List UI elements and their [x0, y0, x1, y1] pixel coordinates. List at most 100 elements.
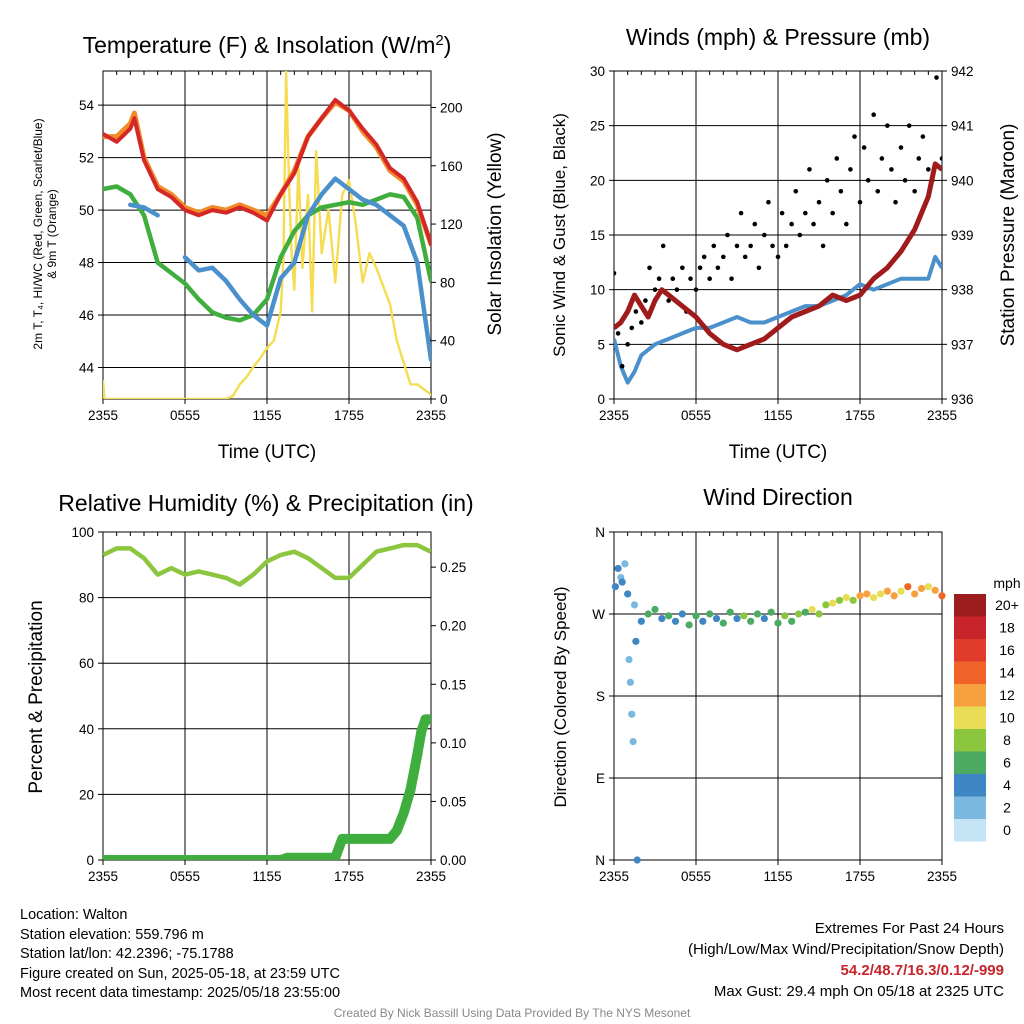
- temperature-tick-label-y-right: 200: [440, 100, 463, 115]
- legend-swatch: [954, 706, 986, 729]
- direction-point: [644, 610, 652, 618]
- gust-point: [912, 188, 917, 194]
- gust-point: [852, 134, 857, 139]
- temperature-tick-label-x: 0555: [170, 408, 200, 423]
- humidity-axes: 2355 0555 1155 1755 23550204060801000.000.05…: [71, 525, 466, 884]
- temperature-tick-label-x: 2355: [88, 408, 118, 423]
- winds-tick-label-y: 25: [590, 119, 605, 134]
- direction-point: [815, 610, 823, 618]
- gust-point: [625, 342, 630, 347]
- gust-point: [926, 167, 931, 172]
- gust-point: [848, 167, 853, 172]
- gust-point: [643, 298, 648, 303]
- direction-point: [924, 583, 932, 591]
- direction-point: [651, 605, 659, 614]
- direction-tick-label-y: E: [596, 771, 605, 786]
- winds-ylabel-right: Station Pressure (Maroon): [998, 124, 1019, 347]
- temperature-tick-label-x: 1155: [252, 408, 281, 423]
- direction-tick-label-y: N: [595, 853, 605, 868]
- direction-tick-label-x: 0555: [681, 869, 711, 884]
- gust-point: [693, 287, 699, 292]
- station-latlon: Station lat/lon: 42.2396; -75.1788: [20, 946, 234, 963]
- gust-point: [738, 210, 744, 216]
- gust-point: [697, 265, 703, 271]
- gust-point: [656, 276, 662, 282]
- precip-point: [412, 749, 423, 760]
- gust-point: [885, 123, 890, 128]
- temperature-tick-label-y-right: 0: [440, 392, 448, 407]
- direction-point: [876, 590, 885, 598]
- temperature-tick-label-y-right: 40: [440, 334, 455, 349]
- direction-point: [626, 678, 635, 686]
- temperature-axes: 2355 0555 1155 1755 2355 44 46 48 50 52 54 0 40 80 120…: [79, 70, 463, 423]
- speed-legend: 20+ 18 16 14 12 10 8 6 4 2 0: [954, 594, 1019, 842]
- gust-point: [729, 276, 734, 282]
- legend-swatch: [954, 729, 986, 752]
- gust-point: [902, 178, 908, 183]
- direction-point: [665, 612, 673, 620]
- direction-point: [699, 617, 707, 625]
- direction-point: [637, 617, 645, 625]
- legend-label: 8: [1003, 732, 1011, 748]
- gust-point: [807, 167, 812, 172]
- direction-point: [733, 614, 741, 623]
- gust-point: [861, 145, 867, 150]
- direction-point: [712, 614, 721, 623]
- temperature-title: Temperature (F) & Insolation (W/m2): [83, 32, 452, 59]
- legend-label: 10: [999, 710, 1015, 726]
- legend-label: 18: [999, 620, 1015, 636]
- gust-point: [793, 188, 799, 194]
- gust-point: [824, 178, 830, 183]
- direction-point: [863, 590, 871, 598]
- credit-line: Created By Nick Bassill Using Data Provi…: [333, 1006, 691, 1020]
- extremes-info: Extremes For Past 24 Hours (High/Low/Max…: [688, 918, 1004, 1002]
- humidity-series: [103, 542, 431, 860]
- gust-point: [898, 145, 904, 150]
- winds-ylabel-left: Sonic Wind & Gust (Blue, Black): [550, 113, 569, 357]
- legend-swatch: [954, 639, 986, 662]
- winds-tick-label-y: 20: [590, 173, 605, 188]
- extremes-description: (High/Low/Max Wind/Precipitation/Snow De…: [688, 941, 1004, 958]
- temperature-tick-label-y-right: 120: [440, 217, 463, 232]
- gust-point: [783, 243, 789, 249]
- gust-point: [742, 254, 748, 260]
- humidity-tick-label-y-right: 0.20: [440, 619, 466, 634]
- extremes-heading: Extremes For Past 24 Hours: [814, 920, 1004, 937]
- direction-point: [618, 578, 626, 586]
- winds-tick-label-y-right: 938: [951, 283, 974, 298]
- gust-point: [775, 254, 781, 260]
- extremes-values: 54.2/48.7/16.3/0.12/-999: [840, 962, 1004, 979]
- gust-point: [875, 188, 881, 194]
- legend-swatch: [954, 616, 986, 639]
- direction-point: [671, 617, 680, 625]
- humidity-ylabel-left: Percent & Precipitation: [26, 600, 47, 793]
- gust-point: [734, 243, 740, 249]
- direction-point: [614, 564, 622, 573]
- temperature-tick-label-y: 48: [79, 256, 94, 271]
- precip-point: [405, 784, 416, 795]
- direction-point: [788, 617, 796, 625]
- legend-label: 16: [999, 642, 1015, 658]
- direction-point: [628, 710, 636, 718]
- direction-point: [621, 560, 629, 568]
- gust-point: [834, 156, 840, 161]
- direction-title: Wind Direction: [703, 484, 853, 510]
- direction-tick-label-x: 2355: [599, 869, 629, 884]
- direction-point: [630, 601, 639, 609]
- legend-label: 0: [1003, 822, 1011, 838]
- gust-point: [652, 287, 658, 292]
- gust-point: [820, 243, 826, 249]
- direction-point: [753, 610, 762, 618]
- direction-point: [625, 655, 633, 664]
- direction-tick-label-y: W: [592, 607, 605, 622]
- direction-point: [706, 610, 714, 618]
- direction-point: [849, 596, 857, 604]
- direction-point: [624, 590, 632, 598]
- winds-axes: 2355 0555 1155 1755 235505101520253093693793…: [590, 64, 974, 423]
- direction-tick-label-y: N: [595, 525, 605, 540]
- humidity-tick-label-y: 40: [79, 722, 94, 737]
- gust-point: [756, 265, 762, 271]
- pressure-line: [614, 161, 942, 353]
- legend-swatch: [954, 661, 986, 684]
